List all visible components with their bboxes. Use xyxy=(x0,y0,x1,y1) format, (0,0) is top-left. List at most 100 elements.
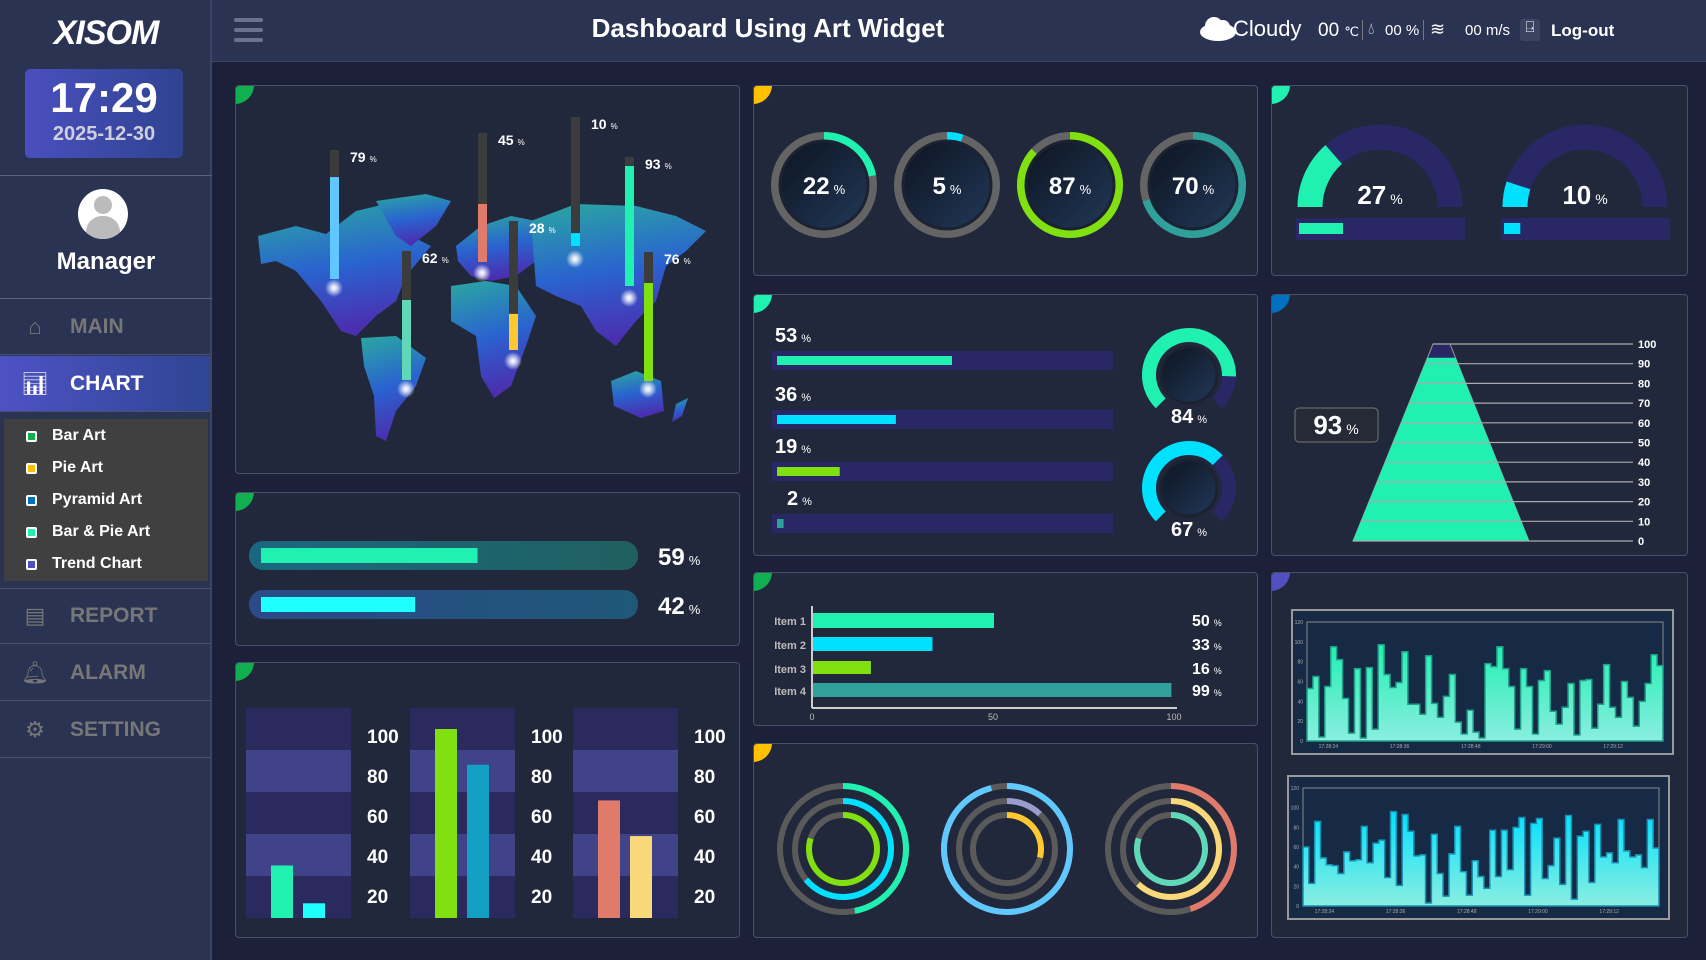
donut-value: 67% xyxy=(1171,519,1207,541)
weather-condition: Cloudy xyxy=(1233,16,1302,41)
gauge-arc xyxy=(946,132,964,143)
continent-south-america xyxy=(361,336,426,441)
submenu-trend-chart[interactable]: Trend Chart xyxy=(4,548,208,580)
temperature: 00 ℃ xyxy=(1318,20,1359,42)
map-pin-glow xyxy=(473,264,491,282)
donut-disk xyxy=(1159,458,1219,518)
header: Dashboard Using Art Widget Cloudy 00 ℃ 💧… xyxy=(212,0,1706,62)
bar-band xyxy=(410,708,515,750)
trend-y-tick: 120 xyxy=(1295,620,1304,626)
pyramid-value: 93% xyxy=(1313,410,1358,440)
bar-tick-label: 40 xyxy=(694,847,715,868)
nav-chart[interactable]: 📊︎ CHART xyxy=(0,356,210,412)
nav-alarm[interactable]: 🔔︎ ALARM xyxy=(0,645,210,701)
ring-arc xyxy=(1136,798,1222,900)
pyramid-tick-label: 70 xyxy=(1638,398,1650,410)
trend-x-tick: 17:28:36 xyxy=(1386,909,1406,915)
bullet-icon xyxy=(26,462,37,474)
bar-band xyxy=(246,792,351,834)
ring-arc xyxy=(842,783,909,914)
bar xyxy=(271,865,293,918)
continent-africa xyxy=(451,281,536,398)
bell-icon: 🔔︎ xyxy=(21,659,49,685)
gauge-value: 5% xyxy=(933,173,962,200)
submenu-pyramid-art[interactable]: Pyramid Art xyxy=(4,484,208,516)
avatar[interactable] xyxy=(78,189,128,239)
pyramid-tick-label: 60 xyxy=(1638,418,1650,430)
hbar-value: 33% xyxy=(1192,637,1222,654)
gauge-arc xyxy=(1142,132,1246,238)
map-pin-bar xyxy=(330,177,339,279)
ring-charts xyxy=(777,783,1237,915)
hbar-tick-label: 100 xyxy=(1166,712,1181,722)
progress-value: 59% xyxy=(658,544,701,571)
logout-button[interactable]: Log-out xyxy=(1551,21,1615,40)
semi-gauge-value: 10% xyxy=(1562,180,1607,210)
donut-value: 84% xyxy=(1171,406,1207,428)
nav-setting[interactable]: ⚙ SETTING xyxy=(0,702,210,758)
ring-arc xyxy=(1006,812,1044,859)
drop-icon: 💧︎ xyxy=(1368,21,1375,38)
semi-gauge-bar-fill xyxy=(1299,223,1344,234)
bar-list-track xyxy=(772,514,1113,533)
temperature-unit: ℃ xyxy=(1344,24,1360,39)
bar-band xyxy=(410,834,515,876)
pyramid-tick-label: 40 xyxy=(1638,457,1650,469)
progress-fill xyxy=(261,548,478,563)
bar-tick-label: 100 xyxy=(367,727,399,748)
bar xyxy=(630,836,652,918)
progress-fill xyxy=(261,597,416,612)
submenu-bar-art[interactable]: Bar Art xyxy=(4,420,208,452)
submenu-bar-pie-art[interactable]: Bar & Pie Art xyxy=(4,516,208,548)
trend-y-tick: 120 xyxy=(1291,786,1300,792)
trend-area xyxy=(1302,810,1660,907)
bar xyxy=(598,800,620,918)
pyramid-tick-label: 10 xyxy=(1638,516,1650,528)
rings-panel xyxy=(753,743,1258,938)
trend-x-tick: 17:28:48 xyxy=(1457,909,1477,915)
ring-arc xyxy=(806,812,880,886)
pyramid-tick-label: 100 xyxy=(1638,339,1656,351)
semi-gauge-bar-track xyxy=(1501,218,1670,240)
continent-asia xyxy=(531,204,706,346)
trend-panel: 0 20 40 60 80 100 120 17:28:24 17:28:36 17:28:48 1… xyxy=(1271,572,1688,938)
bar-band xyxy=(410,792,515,834)
gauge-disk xyxy=(901,139,993,231)
hbar-tick-label: 0 xyxy=(809,712,814,722)
bar-tick-label: 20 xyxy=(367,887,388,908)
gear-icon: ⚙ xyxy=(25,716,45,742)
continent-north-america xyxy=(258,204,431,336)
donut-disk xyxy=(1159,345,1219,405)
pyramid-tick-label: 50 xyxy=(1638,438,1650,450)
bar-tick-label: 80 xyxy=(694,767,715,788)
bar-tick-label: 60 xyxy=(531,807,552,828)
bar-band xyxy=(573,876,678,918)
submenu-pie-art[interactable]: Pie Art xyxy=(4,452,208,484)
nav-report[interactable]: ▤ REPORT xyxy=(0,588,210,644)
hbar-value: 99% xyxy=(1192,683,1222,700)
bar-band xyxy=(246,876,351,918)
map-pin-bar xyxy=(402,300,411,380)
bar-list-value: 2% xyxy=(787,488,812,510)
bar-list-fill xyxy=(777,467,840,476)
continent-australia xyxy=(611,371,664,418)
hbar-bar xyxy=(813,613,994,628)
logout-icon[interactable]: ⍈ xyxy=(1520,19,1540,41)
trend-area xyxy=(1306,644,1664,742)
bar-band xyxy=(246,708,351,750)
map-pin-label: 28% xyxy=(529,220,556,236)
hamburger-icon[interactable] xyxy=(234,18,263,42)
trend-y-tick: 100 xyxy=(1295,640,1304,646)
nav-label: SETTING xyxy=(70,717,162,741)
nav-main[interactable]: ⌂ MAIN xyxy=(0,299,210,355)
wind-icon: ≋ xyxy=(1430,19,1446,39)
map-pin-track xyxy=(509,221,518,350)
bar-list-track xyxy=(772,410,1113,429)
map-pin-label: 76% xyxy=(664,251,691,267)
bullet-icon xyxy=(26,494,37,506)
semi-gauges: 27% 10% xyxy=(1296,124,1670,240)
hbar-bar xyxy=(813,683,1172,697)
map-pin-glow xyxy=(620,289,638,307)
chart-submenu: Bar Art Pie Art Pyramid Art Bar & Pie Ar… xyxy=(4,419,208,581)
pyramid-tick-label: 90 xyxy=(1638,359,1650,371)
